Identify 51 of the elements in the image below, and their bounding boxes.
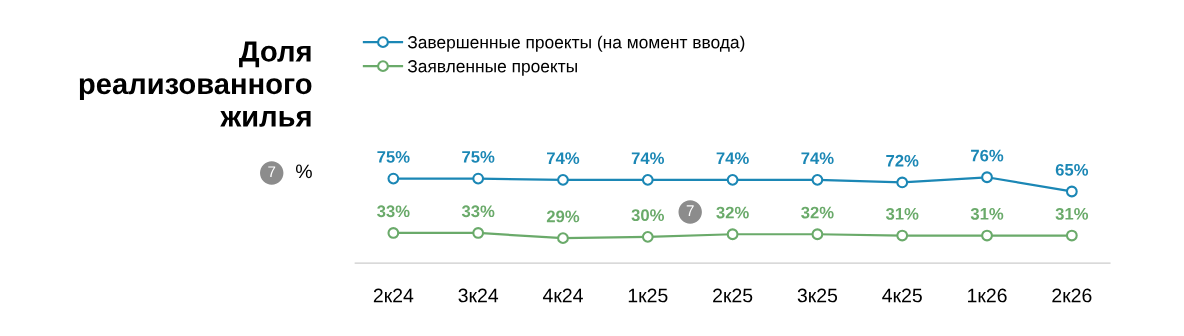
- point: [896, 176, 909, 189]
- x-tick-label: 1к26: [968, 288, 1007, 303]
- annotation: 7: [686, 205, 694, 216]
- point: [472, 172, 485, 185]
- point: [557, 173, 569, 186]
- data-label: 74%: [801, 152, 834, 165]
- x-tick-label: 2к25: [713, 288, 753, 303]
- point: [641, 230, 654, 243]
- point: [387, 172, 400, 185]
- data-label: 75%: [462, 151, 495, 163]
- x-tick-label: 4к24: [542, 288, 583, 303]
- data-label: 29%: [546, 210, 580, 223]
- x-tick-label: 3к24: [458, 288, 499, 303]
- data-label: 32%: [801, 206, 834, 219]
- point: [726, 228, 739, 241]
- text: 7: [268, 166, 276, 177]
- chart-subtitle: %: [295, 164, 312, 179]
- data-label: 32%: [716, 206, 749, 219]
- data-label: 33%: [461, 205, 495, 218]
- point: [1065, 229, 1078, 242]
- data-label: 31%: [970, 207, 1004, 220]
- x-tick-label: 4к25: [882, 288, 922, 303]
- point: [472, 227, 485, 239]
- point: [726, 173, 739, 186]
- data-label: 65%: [1055, 163, 1089, 176]
- x-tick-label: 2к26: [1052, 288, 1092, 303]
- data-label: 33%: [377, 205, 410, 218]
- data-label: 31%: [1055, 207, 1089, 220]
- data-label: 72%: [886, 154, 919, 167]
- data-label: 74%: [716, 152, 749, 165]
- data-label: 76%: [971, 149, 1004, 162]
- point: [641, 173, 654, 186]
- legend-label: Заявленные проекты: [407, 60, 577, 76]
- point: [811, 173, 824, 186]
- point: [981, 171, 993, 184]
- point: [1065, 185, 1078, 198]
- point: [387, 227, 400, 239]
- point: [896, 229, 909, 242]
- x-tick-label: 1к25: [628, 288, 668, 303]
- point: [811, 228, 824, 241]
- data-label: 31%: [885, 207, 919, 220]
- data-label: 75%: [377, 151, 410, 163]
- chart-title: Доля реализованного жилья: [79, 41, 312, 127]
- data-label: 30%: [631, 209, 665, 222]
- point: [981, 229, 993, 242]
- legend-label: Завершенные проекты (на момент ввода): [407, 35, 745, 52]
- data-label: 74%: [631, 152, 665, 165]
- x-tick-label: 2к24: [373, 288, 414, 303]
- data-label: 74%: [547, 152, 580, 165]
- point: [557, 232, 569, 245]
- x-tick-label: 3к25: [797, 288, 838, 303]
